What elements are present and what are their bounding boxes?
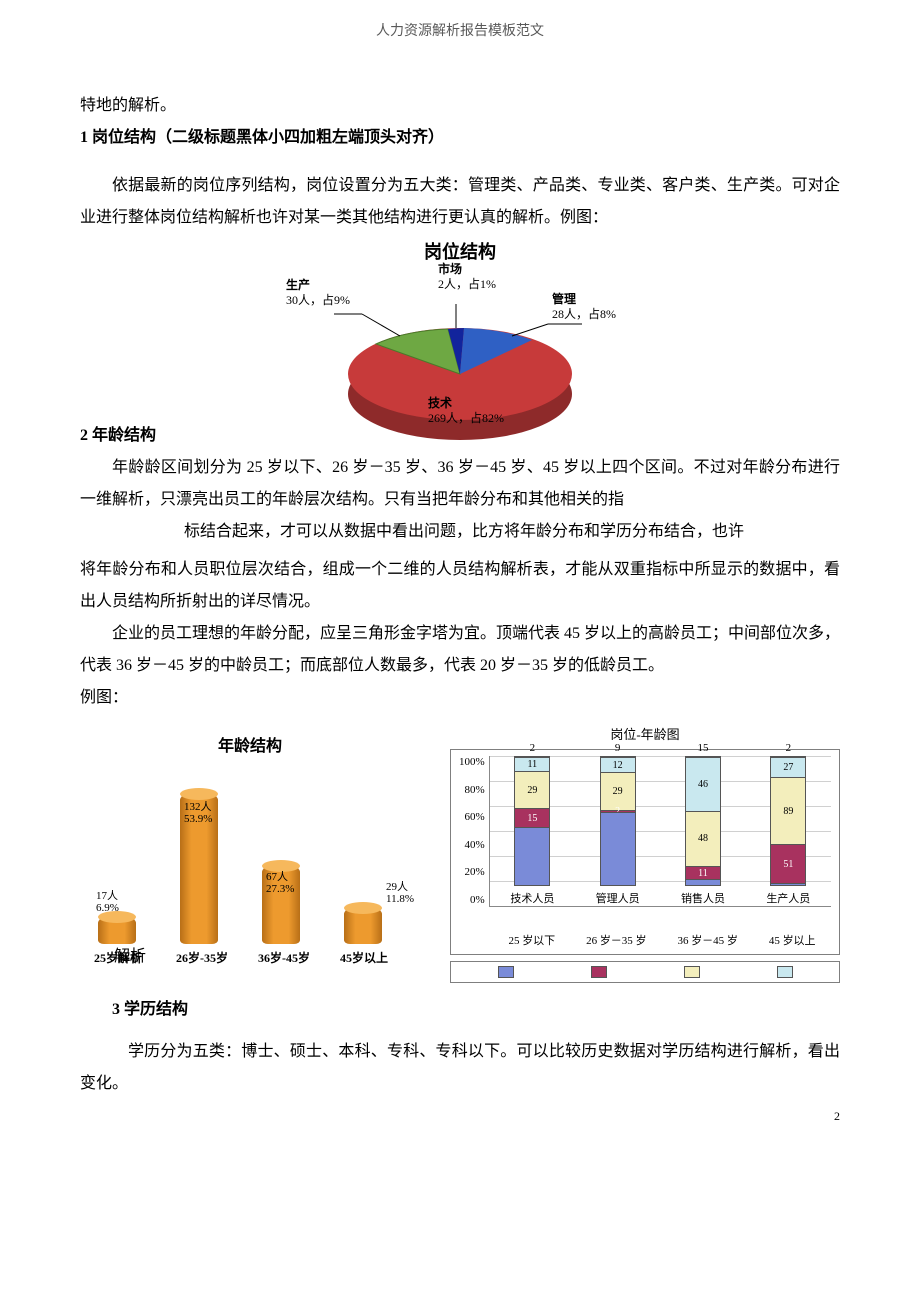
bar3d-value-label: 17人6.9% xyxy=(96,890,119,915)
ytick-label: 80% xyxy=(459,784,485,796)
bar3d-value-label: 29人11.8% xyxy=(386,881,414,906)
section-2-p2: 将年龄分布和人员职位层次结合，组成一个二维的人员结构解析表，才能从双重指标中所显… xyxy=(80,554,840,618)
legend-label: 45 岁以上 xyxy=(769,932,816,948)
stacked-xlabel: 技术人员 xyxy=(510,890,554,906)
bar3d-xlabel: 26岁-35岁 xyxy=(176,949,228,966)
overlay-analysis-text: 解析 xyxy=(114,942,146,966)
section-1-title: 1 岗位结构（二级标题黑体小四加粗左端顶头对齐） xyxy=(80,122,840,154)
section-3-title: 3 学历结构 xyxy=(80,994,840,1026)
stacked-segment: 27 xyxy=(771,757,805,777)
legend-label: 25 岁以下 xyxy=(508,932,555,948)
stacked-xlabel: 销售人员 xyxy=(681,890,725,906)
pie-label-prod: 生产 30人，占9% xyxy=(286,278,350,308)
stacked-segment: 29 xyxy=(515,771,549,808)
legend-swatch xyxy=(498,966,514,978)
stacked-segment: 29 xyxy=(601,772,635,809)
bar3d-bar: 67人27.3% xyxy=(262,866,300,944)
stacked-top-label: 2 xyxy=(530,742,536,754)
bar3d-bar: 132人53.9% xyxy=(180,794,218,944)
bar3d-bar: 29人11.8% xyxy=(344,908,382,944)
bar3d-value-label: 67人27.3% xyxy=(266,871,294,896)
legend-box xyxy=(450,961,840,983)
bar3d-title: 年龄结构 xyxy=(80,724,420,756)
page-number: 2 xyxy=(834,1109,840,1124)
stacked-segment xyxy=(771,883,805,885)
stacked-segment: 15 xyxy=(515,808,549,827)
stacked-bars: 2152911技术人员922912管理人员15114846销售人员2518927… xyxy=(489,756,831,907)
stacked-segment xyxy=(515,827,549,885)
stacked-column: 2 518927 生产人员 xyxy=(765,742,811,906)
stacked-chart: 100%80%60%40%20%0% 2152911技术人员922912管理人员… xyxy=(450,749,840,955)
bar3d-value-label: 132人53.9% xyxy=(184,801,212,826)
stacked-legend-row: 25 岁以下 26 岁－35 岁 36 岁－45 岁 45 岁以上 xyxy=(493,932,831,948)
stacked-segment: 51 xyxy=(771,844,805,882)
stacked-xlabel: 管理人员 xyxy=(596,890,640,906)
stacked-segment: 12 xyxy=(601,757,635,772)
section-3-p1: 学历分为五类：博士、硕士、本科、专科、专科以下。可以比较历史数据对学历结构进行解… xyxy=(80,1036,840,1100)
stacked-xlabel: 生产人员 xyxy=(766,890,810,906)
pie-label-mgmt: 管理 28人，占8% xyxy=(552,292,616,322)
pie-title: 岗位结构 xyxy=(280,238,640,264)
section-1-p1: 依据最新的岗位序列结构，岗位设置分为五大类：管理类、产品类、专业类、客户类、生产… xyxy=(80,170,840,234)
section-2-p3: 企业的员工理想的年龄分配，应呈三角形金字塔为宜。顶端代表 45 岁以上的高龄员工… xyxy=(80,618,840,682)
stacked-column: 922912管理人员 xyxy=(595,742,641,906)
legend-label: 26 岁－35 岁 xyxy=(586,932,647,948)
legend-swatch xyxy=(591,966,607,978)
stacked-segment: 11 xyxy=(686,866,720,879)
pie-chart: 岗位结构 市场 2人，占1% 管理 28人，占8% xyxy=(280,238,640,448)
stacked-segment: 46 xyxy=(686,757,720,811)
stacked-yaxis: 100% 80% 60% 40% 20% 0% xyxy=(459,756,489,906)
pie-label-market: 市场 2人，占1% xyxy=(438,262,496,292)
ytick-label: 100% xyxy=(459,756,485,768)
legend-label: 36 岁－45 岁 xyxy=(677,932,738,948)
stacked-segment: 89 xyxy=(771,777,805,844)
section-2-example: 例图： xyxy=(80,682,840,714)
stacked-segment xyxy=(601,812,635,885)
intro-line: 特地的解析。 xyxy=(80,90,840,122)
page-header: 人力资源解析报告模板范文 xyxy=(80,20,840,40)
section-2-p1b: 标结合起来，才可以从数据中看出问题，比方将年龄分布和学历分布结合，也许 xyxy=(80,516,840,548)
bar3d-xlabel: 36岁-45岁 xyxy=(258,949,310,966)
stacked-column: 15 114846 销售人员 xyxy=(680,742,726,906)
legend-swatch xyxy=(777,966,793,978)
legend-swatch xyxy=(684,966,700,978)
stacked-top-label: 15 xyxy=(697,742,708,754)
stacked-title: 岗位-年龄图 xyxy=(450,724,840,743)
stacked-top-label: 2 xyxy=(786,742,792,754)
bar3d-bar: 17人6.9% xyxy=(98,917,136,944)
section-2-p1: 年龄龄区间划分为 25 岁以下、26 岁－35 岁、36 岁－45 岁、45 岁… xyxy=(80,452,840,516)
ytick-label: 0% xyxy=(459,894,485,906)
stacked-segment: 48 xyxy=(686,811,720,867)
stacked-top-label: 9 xyxy=(615,742,621,754)
ytick-label: 60% xyxy=(459,811,485,823)
stacked-segment: 11 xyxy=(515,757,549,771)
pie-label-tech: 技术 269人，占82% xyxy=(428,396,504,426)
stacked-segment xyxy=(686,879,720,885)
stacked-column: 2 152911 技术人员 xyxy=(509,742,555,906)
ytick-label: 40% xyxy=(459,839,485,851)
bar3d-xlabel: 45岁以上 xyxy=(340,949,388,966)
ytick-label: 20% xyxy=(459,866,485,878)
